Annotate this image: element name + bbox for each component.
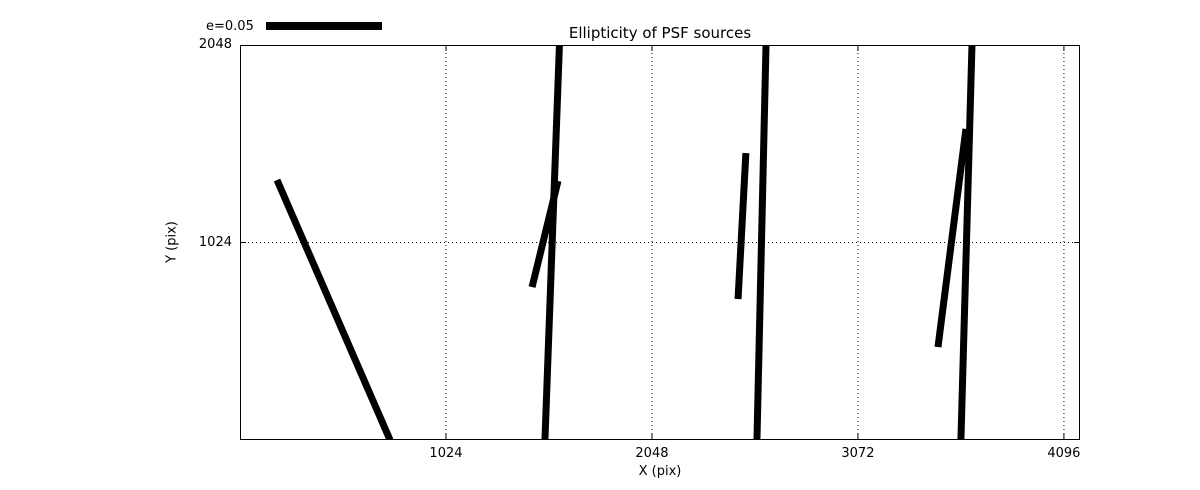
chart-title: Ellipticity of PSF sources [568,24,752,42]
legend-label: e=0.05 [206,18,254,34]
x-tick-label: 1024 [429,446,463,461]
ellipticity-stick [957,45,976,440]
x-tick-label: 2048 [635,446,669,461]
plot-area [240,45,1080,440]
y-axis-label: Y (pix) [164,221,180,263]
ellipticity-stick [528,180,562,288]
y-tick-label: 2048 [198,37,232,52]
plot-svg [240,45,1080,440]
ellipticity-stick [934,128,970,348]
x-tick-label: 3072 [841,446,875,461]
axes-frame [240,45,1080,440]
x-tick-label: 4096 [1047,446,1081,461]
legend: e=0.05 [206,18,382,34]
ellipticity-stick [273,178,394,440]
ellipticity-stick [734,152,750,300]
ellipticity-stick [541,45,563,440]
ellipticity-stick [753,45,770,440]
legend-ellipticity-scale-bar [265,22,382,30]
y-tick-label: 1024 [198,234,232,250]
x-axis-label: X (pix) [638,464,682,479]
